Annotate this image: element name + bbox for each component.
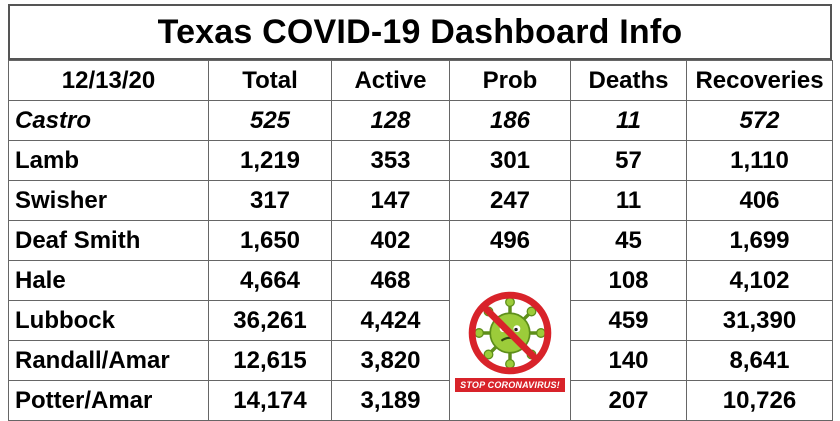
table-row: Lamb 1,219 353 301 57 1,110: [8, 140, 833, 181]
table-row: Swisher 317 147 247 11 406: [8, 180, 833, 221]
deaths-cell: 11: [570, 100, 687, 141]
total-cell: 1,650: [208, 220, 332, 261]
county-cell: Castro: [8, 100, 209, 141]
stop-coronavirus-label: STOP CORONAVIRUS!: [455, 377, 565, 392]
stop-coronavirus-badge: STOP CORONAVIRUS!: [451, 262, 570, 420]
prob-cell: 301: [449, 140, 571, 181]
total-cell: 1,219: [208, 140, 332, 181]
total-cell: 4,664: [208, 260, 332, 301]
total-cell: 12,615: [208, 340, 332, 381]
page-title: Texas COVID-19 Dashboard Info: [8, 4, 832, 60]
deaths-cell: 459: [570, 300, 687, 341]
county-cell: Swisher: [8, 180, 209, 221]
recoveries-cell: 1,699: [686, 220, 833, 261]
column-header-active: Active: [331, 60, 450, 101]
active-cell: 353: [331, 140, 450, 181]
deaths-cell: 57: [570, 140, 687, 181]
column-header-date: 12/13/20: [8, 60, 209, 101]
table-row: Hale 4,664 468: [8, 260, 833, 421]
recoveries-cell: 572: [686, 100, 833, 141]
column-header-total: Total: [208, 60, 332, 101]
deaths-cell: 108: [570, 260, 687, 301]
stop-coronavirus-icon: [468, 291, 552, 374]
total-cell: 36,261: [208, 300, 332, 341]
prob-cell: 247: [449, 180, 571, 221]
recoveries-cell: 406: [686, 180, 833, 221]
active-cell: 3,820: [331, 340, 450, 381]
deaths-cell: 11: [570, 180, 687, 221]
county-cell: Potter/Amar: [8, 380, 209, 421]
prob-cell: 496: [449, 220, 571, 261]
column-header-deaths: Deaths: [570, 60, 687, 101]
county-cell: Lamb: [8, 140, 209, 181]
table-row: Lubbock 36,261 4,424 459 31,390: [8, 300, 833, 341]
total-cell: 14,174: [208, 380, 332, 421]
active-cell: 147: [331, 180, 450, 221]
recoveries-cell: 1,110: [686, 140, 833, 181]
total-cell: 317: [208, 180, 332, 221]
county-cell: Hale: [8, 260, 209, 301]
table-row: Deaf Smith 1,650 402 496 45 1,699: [8, 220, 833, 261]
active-cell: 4,424: [331, 300, 450, 341]
stop-coronavirus-badge-cell: STOP CORONAVIRUS!: [449, 260, 571, 421]
total-cell: 525: [208, 100, 332, 141]
recoveries-cell: 10,726: [686, 380, 833, 421]
recoveries-cell: 8,641: [686, 340, 833, 381]
county-cell: Randall/Amar: [8, 340, 209, 381]
county-cell: Lubbock: [8, 300, 209, 341]
data-table: 12/13/20 Total Active Prob Deaths Recove…: [8, 60, 833, 421]
prob-cell: 186: [449, 100, 571, 141]
county-cell: Deaf Smith: [8, 220, 209, 261]
dashboard: Texas COVID-19 Dashboard Info 12/13/20 T…: [8, 4, 833, 421]
active-cell: 3,189: [331, 380, 450, 421]
column-header-recoveries: Recoveries: [686, 60, 833, 101]
active-cell: 468: [331, 260, 450, 301]
deaths-cell: 207: [570, 380, 687, 421]
recoveries-cell: 31,390: [686, 300, 833, 341]
table-row: Potter/Amar 14,174 3,189 207 10,726: [8, 380, 833, 421]
recoveries-cell: 4,102: [686, 260, 833, 301]
table-row: Castro 525 128 186 11 572: [8, 100, 833, 141]
deaths-cell: 45: [570, 220, 687, 261]
column-header-prob: Prob: [449, 60, 571, 101]
active-cell: 402: [331, 220, 450, 261]
deaths-cell: 140: [570, 340, 687, 381]
table-row: Randall/Amar 12,615 3,820 140 8,641: [8, 340, 833, 381]
header-row: 12/13/20 Total Active Prob Deaths Recove…: [8, 60, 833, 101]
active-cell: 128: [331, 100, 450, 141]
